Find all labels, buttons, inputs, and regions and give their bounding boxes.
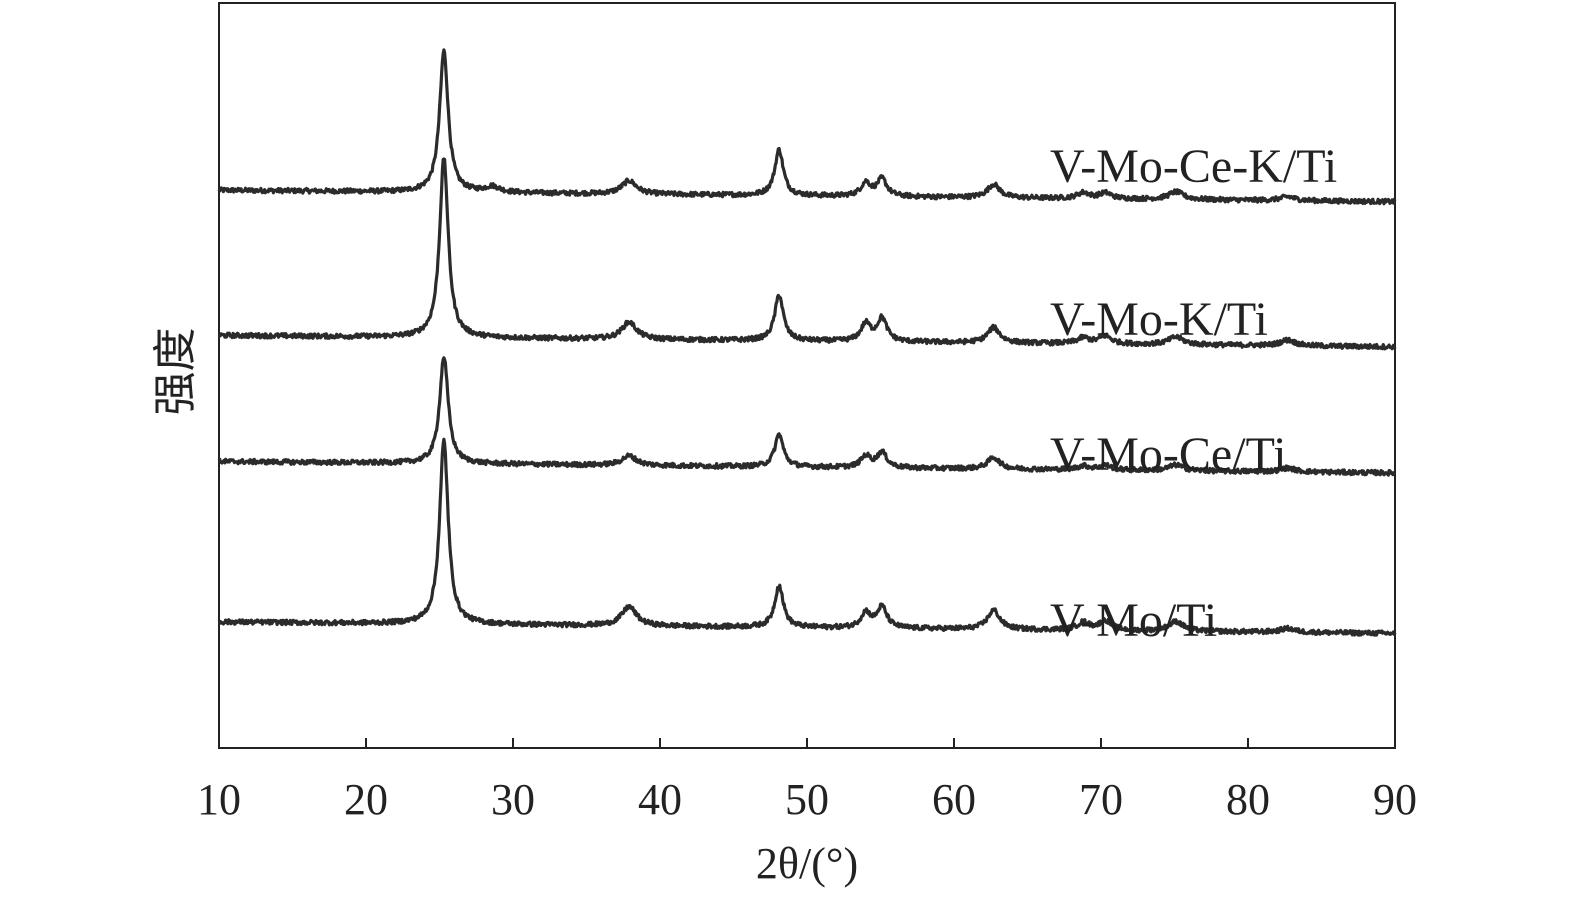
series-line-3 <box>217 437 1397 637</box>
x-tick-label: 20 <box>344 775 388 824</box>
series-label: V-Mo/Ti <box>1050 594 1217 647</box>
series-curves <box>217 48 1397 637</box>
x-axis-title: 2θ/(°) <box>756 839 858 888</box>
series-line-1 <box>217 157 1397 351</box>
x-tick-label: 70 <box>1079 775 1123 824</box>
series-label: V-Mo-K/Ti <box>1050 293 1268 346</box>
x-tick-label: 90 <box>1373 775 1417 824</box>
series-line-2 <box>217 356 1397 477</box>
x-tick-label: 10 <box>197 775 241 824</box>
x-tick-label: 30 <box>491 775 535 824</box>
x-tick-label: 60 <box>932 775 976 824</box>
x-tick-label: 50 <box>785 775 829 824</box>
x-tick-label: 80 <box>1226 775 1270 824</box>
series-label: V-Mo-Ce/Ti <box>1050 428 1287 481</box>
y-axis-title: 强度 <box>150 328 201 416</box>
plot-frame <box>218 2 1396 749</box>
series-labels: V-Mo-Ce-K/Ti V-Mo-K/Ti V-Mo-Ce/Ti V-Mo/Ti <box>1050 140 1337 647</box>
x-tick-label: 40 <box>638 775 682 824</box>
x-axis-ticks: 10 20 30 40 50 60 70 80 90 <box>197 738 1417 824</box>
series-label: V-Mo-Ce-K/Ti <box>1050 140 1337 193</box>
series-line-0 <box>217 48 1397 206</box>
plot-border <box>218 2 1396 749</box>
